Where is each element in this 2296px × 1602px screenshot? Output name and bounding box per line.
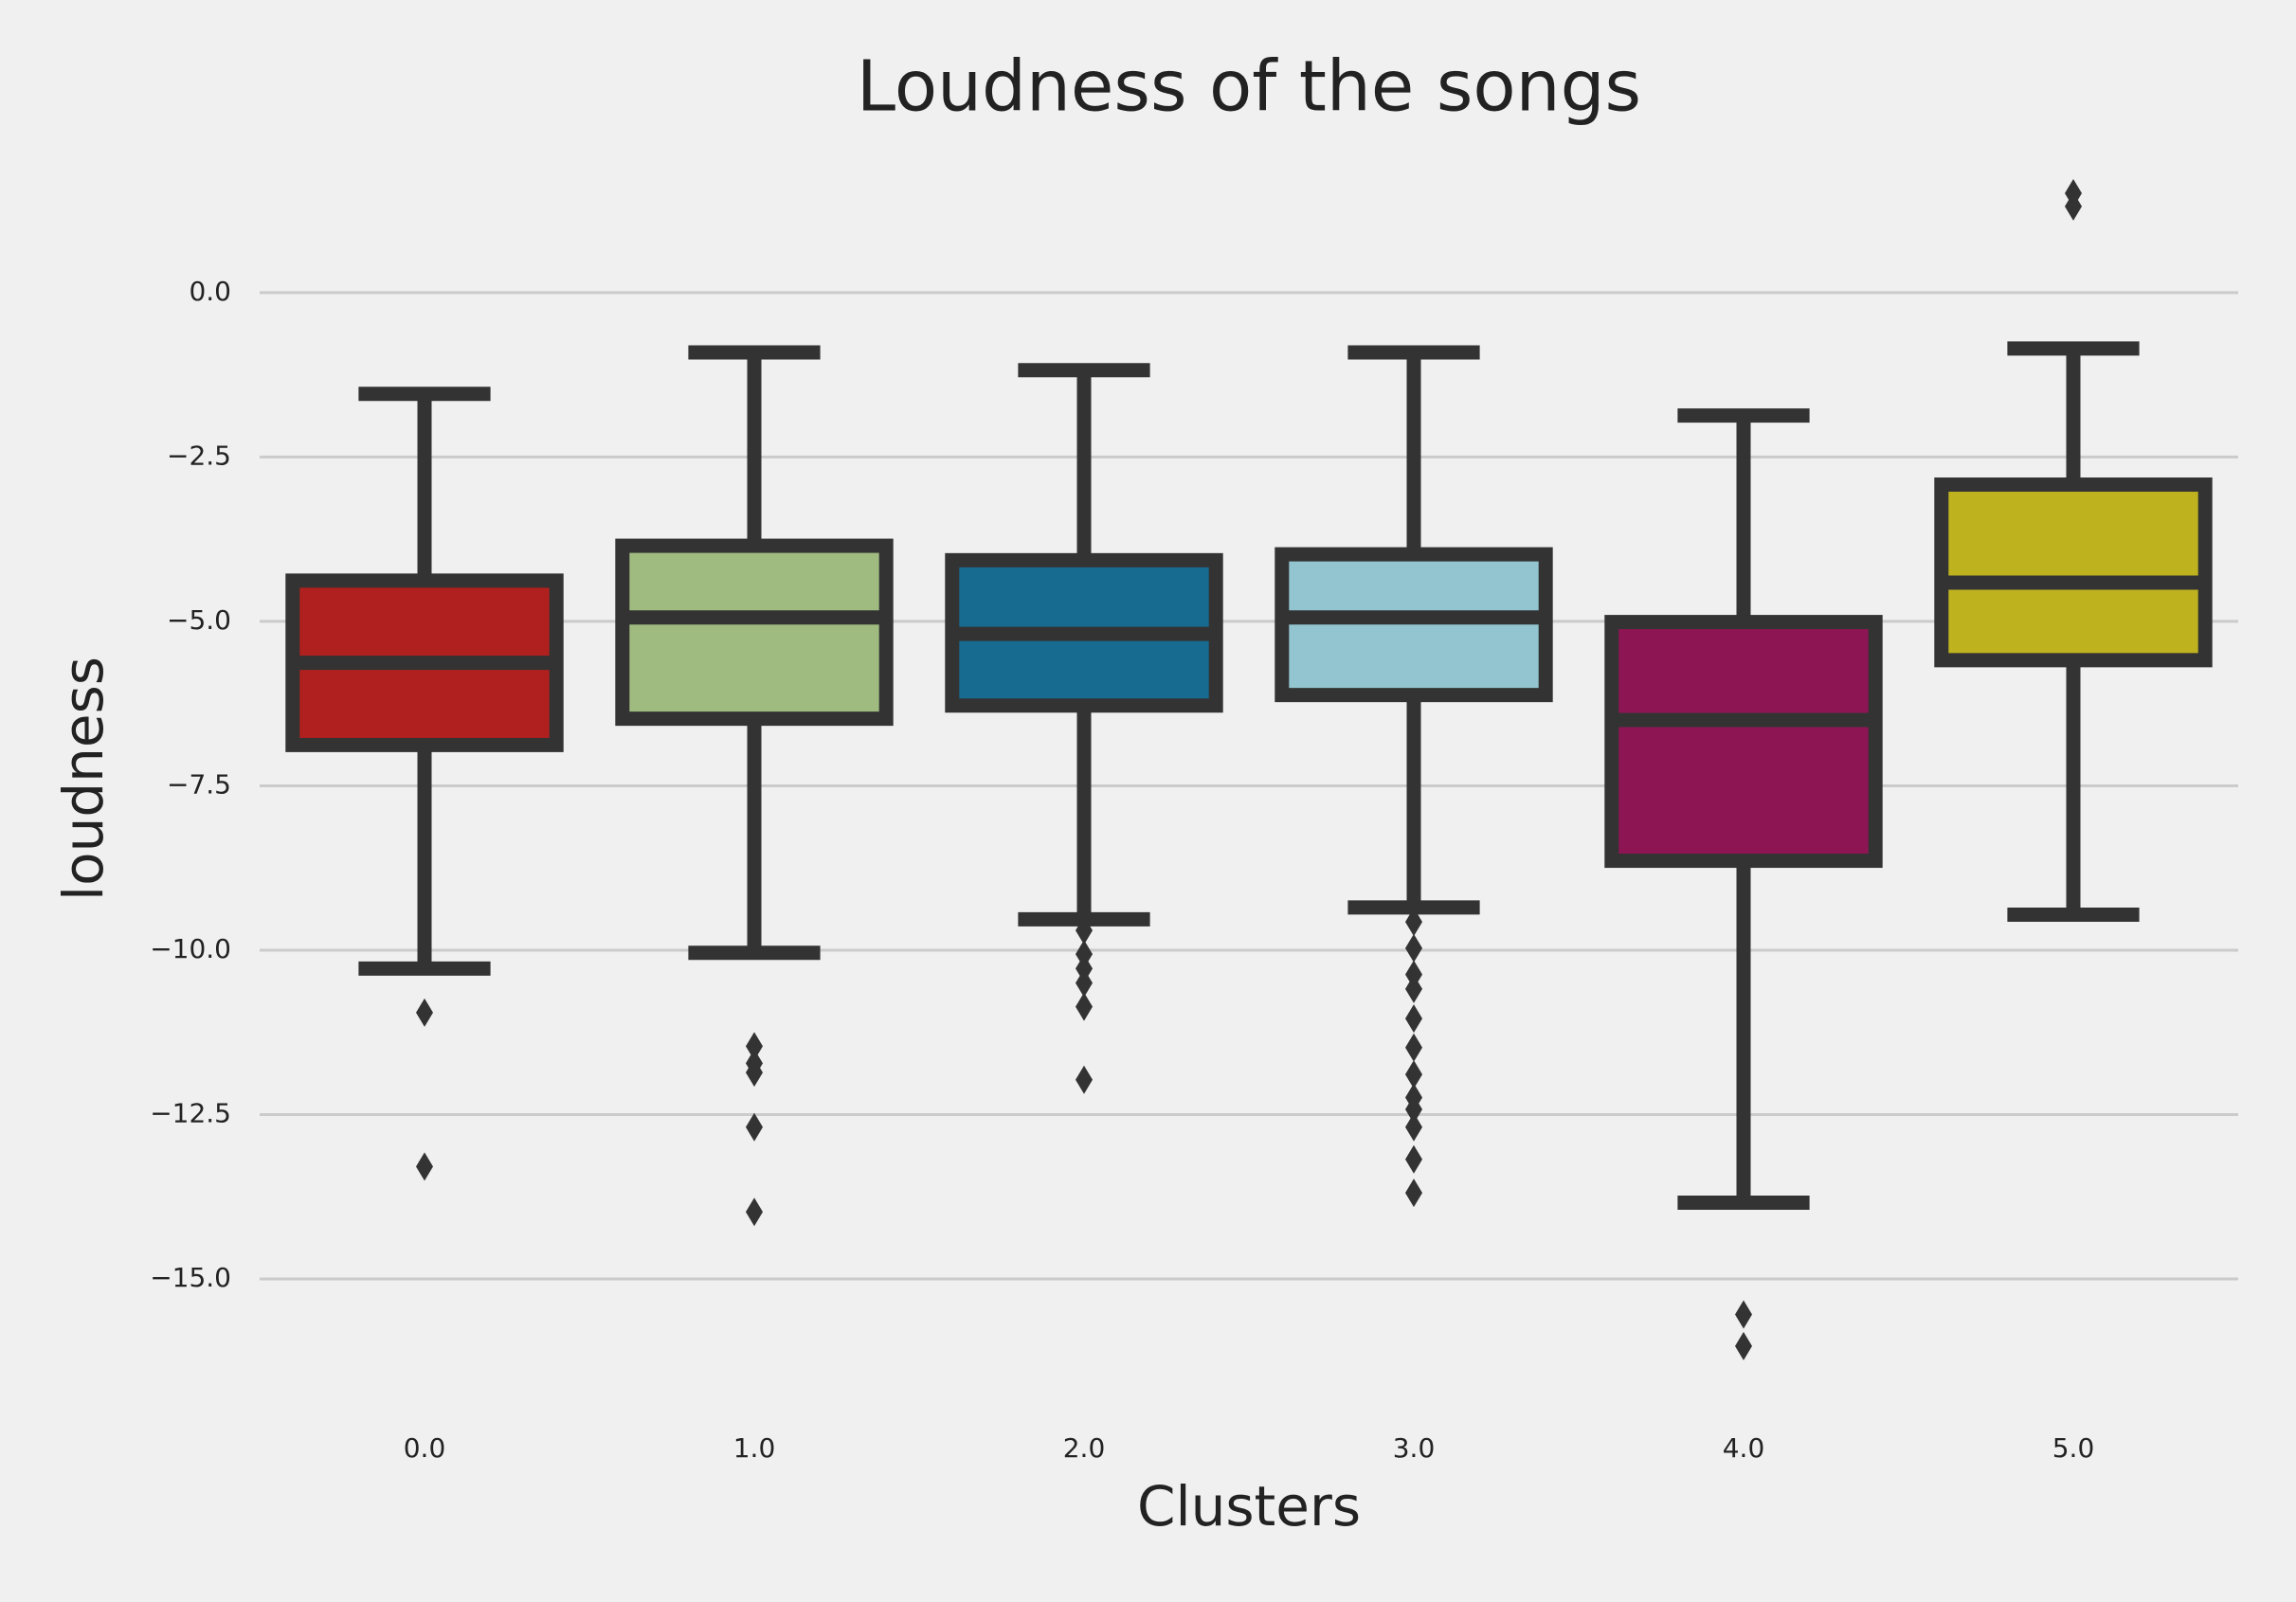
outlier xyxy=(1076,954,1093,983)
outlier xyxy=(416,998,433,1027)
outlier xyxy=(1076,968,1093,998)
x-tick-label: 1.0 xyxy=(733,1432,776,1464)
outlier xyxy=(746,1112,763,1142)
y-axis-label: loudness xyxy=(51,657,116,901)
y-tick-label: 0.0 xyxy=(189,276,231,307)
outlier xyxy=(1405,1112,1422,1142)
x-tick-label: 0.0 xyxy=(404,1432,446,1464)
x-tick-label: 3.0 xyxy=(1393,1432,1436,1464)
box xyxy=(1934,477,2213,668)
box xyxy=(615,538,894,727)
chart-title: Loudness of the songs xyxy=(857,46,1641,128)
outlier xyxy=(1405,1094,1422,1124)
x-axis-label: Clusters xyxy=(1137,1474,1361,1539)
outlier xyxy=(1735,1300,1752,1329)
y-tick-label: −10.0 xyxy=(150,933,231,964)
outlier xyxy=(1076,992,1093,1021)
outlier xyxy=(1405,908,1422,937)
outlier xyxy=(746,1032,763,1061)
x-tick-label: 5.0 xyxy=(2052,1432,2095,1464)
outlier xyxy=(1405,960,1422,989)
y-tick-label: −5.0 xyxy=(167,604,231,636)
y-tick-label: −12.5 xyxy=(150,1098,231,1129)
x-tick-label: 2.0 xyxy=(1063,1432,1106,1464)
y-tick-label: −7.5 xyxy=(167,768,231,800)
box xyxy=(1275,547,1553,703)
outlier xyxy=(1405,1060,1422,1089)
x-tick-label: 4.0 xyxy=(1723,1432,1765,1464)
outlier xyxy=(1405,974,1422,1003)
outlier xyxy=(1076,1065,1093,1094)
outlier xyxy=(1405,1144,1422,1174)
y-tick-label: −2.5 xyxy=(167,440,231,471)
outlier xyxy=(1076,916,1093,945)
outlier xyxy=(1076,940,1093,969)
outlier xyxy=(2065,191,2082,221)
outlier xyxy=(1405,1004,1422,1034)
outlier xyxy=(746,1197,763,1227)
outlier xyxy=(416,1152,433,1181)
outlier xyxy=(1405,1033,1422,1062)
outlier xyxy=(1405,933,1422,963)
outlier xyxy=(1735,1331,1752,1360)
box xyxy=(1604,615,1883,869)
outlier xyxy=(746,1058,763,1088)
y-tick-label: −15.0 xyxy=(150,1262,231,1293)
outlier xyxy=(1405,1179,1422,1208)
